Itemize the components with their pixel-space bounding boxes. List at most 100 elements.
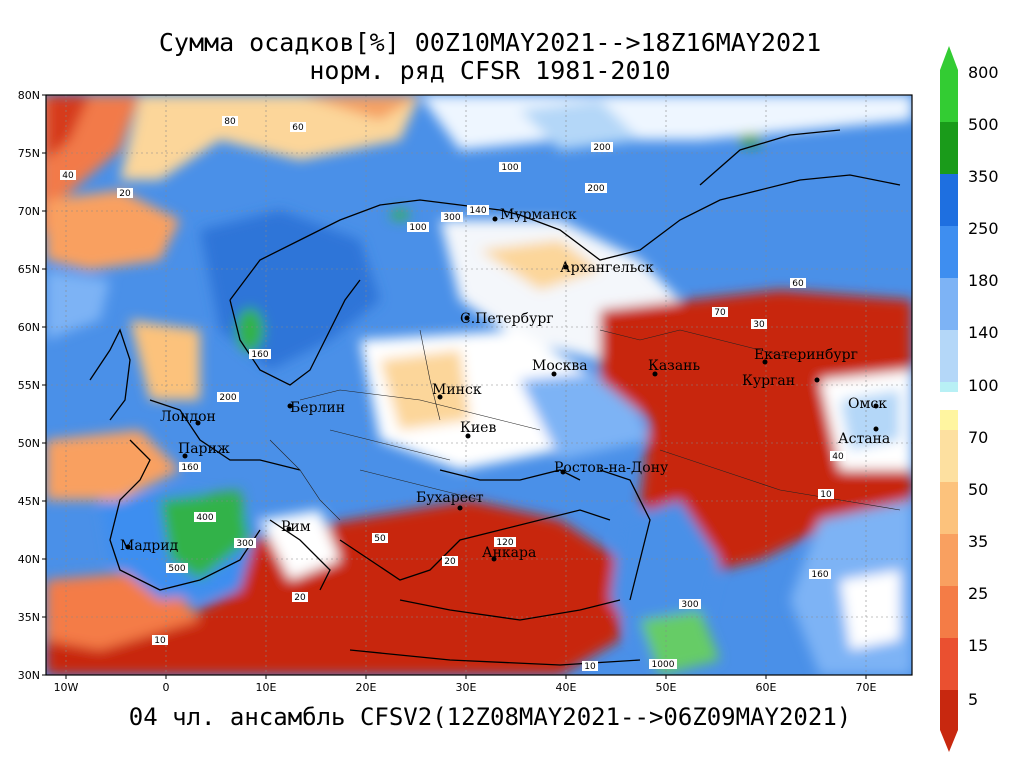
colorbar-arrow-bottom — [940, 730, 958, 752]
contour-label-bg — [222, 116, 238, 126]
map-title-line2: норм. ряд CFSR 1981-2010 — [309, 56, 671, 85]
city-dot — [464, 315, 470, 321]
lon-label: 0 — [163, 681, 170, 694]
city-label: Лондон — [160, 409, 216, 425]
contour-label: 160 — [251, 350, 268, 360]
map-title-line1: Сумма осадков[%] 00Z10MAY2021-->18Z16MAY… — [158, 28, 822, 57]
city-label: Мурманск — [500, 207, 577, 223]
city-dot — [465, 433, 471, 439]
contour-label-bg — [494, 537, 516, 547]
contour-label: 60 — [292, 123, 304, 133]
contour-label-bg — [809, 569, 831, 579]
coastlines — [89, 129, 901, 666]
contour-label-bg — [712, 307, 728, 317]
contour-label-bg — [585, 183, 607, 193]
lon-label: 40E — [556, 681, 577, 694]
colorbar-label: 250 — [968, 219, 999, 238]
contour-label: 500 — [168, 564, 185, 574]
contour-label: 160 — [811, 570, 828, 580]
city-label: Бухарест — [416, 490, 484, 506]
city-label: Курган — [742, 373, 795, 389]
contour-label-bg — [467, 205, 489, 215]
colorbar-label: 500 — [968, 115, 999, 134]
lon-label: 10W — [54, 681, 79, 694]
colorbar-segment — [940, 226, 958, 278]
contour-label: 100 — [409, 223, 426, 233]
contour-label-bg — [407, 222, 429, 232]
contour-label: 160 — [181, 463, 198, 473]
colorbar-label: 15 — [968, 636, 988, 655]
city-label: Минск — [432, 382, 482, 398]
contour-label-bg — [290, 122, 306, 132]
contour-label: 80 — [224, 117, 236, 127]
city-dot — [491, 556, 497, 562]
contour-label: 120 — [496, 538, 513, 548]
contour-label-bg — [166, 563, 188, 573]
colorbar-segment — [940, 382, 958, 392]
longitude-labels: 10W 0 10E 20E 30E 40E 50E 60E 70E — [54, 675, 877, 694]
lon-label: 60E — [756, 681, 777, 694]
colorbar-segment — [940, 410, 958, 430]
city-dot — [762, 359, 768, 365]
contour-label-bg — [292, 592, 308, 602]
colorbar-segment — [940, 430, 958, 482]
contour-label-bg — [830, 451, 846, 461]
city-dot — [125, 544, 131, 550]
contour-label: 20 — [444, 557, 456, 567]
contour-label: 200 — [219, 393, 236, 403]
latitude-labels: 80N 75N 70N 65N 60N 55N 50N 45N 40N 35N 30N — [18, 89, 46, 682]
contour-label: 10 — [820, 490, 832, 500]
contour-label: 1000 — [652, 660, 675, 670]
contour-label: 50 — [374, 534, 386, 544]
city-label: Анкара — [482, 545, 536, 561]
contour-label: 10 — [584, 662, 596, 672]
contour-label-bg — [217, 392, 239, 402]
contour-label: 300 — [681, 600, 698, 610]
colorbar-segment — [940, 174, 958, 226]
colorbar-arrow-top — [940, 46, 958, 70]
colorbar-mid-label: 100 — [968, 376, 999, 395]
contour-label-bg — [60, 170, 76, 180]
contour-label-bg — [194, 512, 216, 522]
contour-label: 40 — [62, 171, 74, 181]
city-label: Киев — [460, 420, 496, 436]
city-label: Ростов-на-Дону — [554, 460, 669, 476]
city-dot — [287, 403, 293, 409]
lat-label: 50N — [18, 437, 40, 450]
city-dot — [563, 264, 569, 270]
contour-label-bg — [790, 278, 806, 288]
lon-label: 20E — [356, 681, 377, 694]
city-dot — [814, 377, 820, 383]
contour-label: 20 — [294, 593, 306, 603]
contour-label: 100 — [501, 163, 518, 173]
contour-label: 200 — [593, 143, 610, 153]
city-dot — [551, 371, 557, 377]
lon-label: 50E — [656, 681, 677, 694]
lat-label: 45N — [18, 495, 40, 508]
colorbar-legend: 800 500 350 250 180 140 100 70 50 35 25 15 5 — [940, 46, 999, 752]
city-label: Москва — [532, 358, 588, 374]
city-dot — [873, 403, 879, 409]
contour-label-bg — [152, 635, 168, 645]
contour-label-bg — [679, 599, 701, 609]
city-dot — [437, 394, 443, 400]
country-borders — [269, 329, 901, 521]
city-label: Казань — [648, 358, 700, 374]
city-dot — [560, 469, 566, 475]
colorbar-label: 50 — [968, 480, 988, 499]
contour-label-bg — [372, 533, 388, 543]
colorbar-segment — [940, 70, 958, 122]
colorbar-segment — [940, 534, 958, 586]
lat-label: 75N — [18, 147, 40, 160]
lat-label: 35N — [18, 611, 40, 624]
city-dot — [286, 526, 292, 532]
lat-label: 60N — [18, 321, 40, 334]
contour-label-bg — [649, 659, 677, 669]
contour-label: 70 — [714, 308, 726, 318]
contour-label: 30 — [753, 320, 765, 330]
contour-label-bg — [234, 538, 256, 548]
graticule — [46, 95, 912, 675]
city-label: Рим — [281, 519, 311, 535]
contour-label: 200 — [587, 184, 604, 194]
contour-label: 60 — [792, 279, 804, 289]
